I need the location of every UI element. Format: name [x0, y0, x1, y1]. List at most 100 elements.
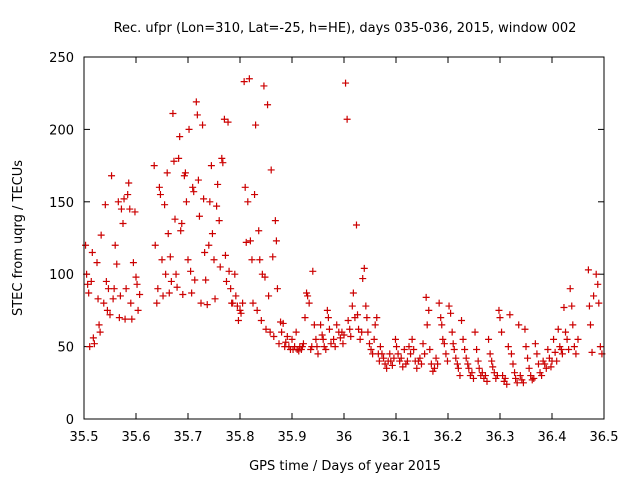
data-point	[449, 340, 457, 348]
data-point	[272, 237, 280, 245]
data-point	[373, 314, 381, 322]
data-point	[507, 350, 515, 358]
data-point	[419, 340, 427, 348]
x-tick-label: 36.1	[382, 430, 411, 445]
data-point	[362, 302, 370, 310]
data-point	[103, 306, 111, 314]
data-point	[162, 270, 170, 278]
data-point	[364, 328, 372, 336]
data-point	[547, 363, 555, 371]
data-point	[390, 354, 398, 362]
data-point	[437, 314, 445, 322]
data-point	[213, 202, 221, 210]
data-point	[394, 350, 402, 358]
data-point	[531, 340, 539, 348]
data-point	[319, 335, 327, 343]
data-point	[155, 183, 163, 191]
data-point	[189, 183, 197, 191]
data-point	[163, 169, 171, 177]
data-point	[171, 215, 179, 223]
data-point	[358, 328, 366, 336]
x-tick-label: 36.2	[434, 430, 463, 445]
data-point	[413, 364, 421, 372]
data-point	[237, 309, 245, 317]
data-point	[439, 335, 447, 343]
x-axis-label: GPS time / Days of year 2015	[249, 459, 441, 474]
data-point	[524, 354, 532, 362]
data-point	[512, 374, 520, 382]
x-tick-label: 36.5	[590, 430, 619, 445]
data-point	[325, 325, 333, 333]
data-point	[594, 280, 602, 288]
x-tick-label: 35.9	[278, 430, 307, 445]
axis-ticks: 35.5 35.6 35.7 35.8 35.9 36 36.1 36.2 36.3 36.4 36…	[49, 51, 618, 445]
data-point	[309, 267, 317, 275]
data-point	[403, 357, 411, 365]
data-point	[188, 289, 196, 297]
data-point	[299, 340, 307, 348]
data-point	[165, 289, 173, 297]
data-point	[216, 263, 224, 271]
data-point	[89, 334, 97, 342]
data-point	[264, 101, 272, 109]
data-point	[405, 343, 413, 351]
data-point	[194, 176, 202, 184]
y-tick-label: 50	[57, 341, 74, 356]
data-point	[227, 285, 235, 293]
data-point	[506, 311, 514, 319]
data-point	[84, 280, 92, 288]
data-point	[363, 314, 371, 322]
data-point	[94, 295, 102, 303]
data-point	[348, 302, 356, 310]
data-point	[432, 354, 440, 362]
data-point	[273, 285, 281, 293]
data-point	[136, 290, 144, 298]
data-point	[208, 230, 216, 238]
data-point	[185, 125, 193, 133]
data-point	[585, 302, 593, 310]
data-point	[525, 364, 533, 372]
data-point	[595, 299, 603, 307]
data-point	[590, 292, 598, 300]
data-point	[253, 306, 261, 314]
data-point	[356, 335, 364, 343]
data-point	[275, 340, 283, 348]
data-point	[156, 191, 164, 199]
data-point	[100, 299, 108, 307]
data-point	[453, 360, 461, 368]
data-point	[108, 172, 116, 180]
data-point	[282, 338, 290, 346]
data-point	[376, 343, 384, 351]
data-point	[131, 208, 139, 216]
data-point	[124, 191, 132, 199]
data-point	[292, 328, 300, 336]
x-tick-label: 35.7	[174, 430, 203, 445]
data-point	[312, 335, 320, 343]
x-tick-label: 36.3	[486, 430, 515, 445]
data-point	[498, 328, 506, 336]
data-point	[558, 350, 566, 358]
data-point	[206, 198, 214, 206]
data-point	[239, 299, 247, 307]
data-point	[501, 374, 509, 382]
data-point	[445, 302, 453, 310]
data-point	[330, 335, 338, 343]
data-point	[176, 133, 184, 141]
data-point	[471, 328, 479, 336]
data-point	[333, 321, 341, 329]
data-point	[397, 354, 405, 362]
data-point	[417, 360, 425, 368]
data-point	[503, 380, 511, 388]
data-point	[202, 276, 210, 284]
data-point	[211, 295, 219, 303]
data-point	[121, 315, 129, 323]
data-point	[488, 357, 496, 365]
data-point	[117, 205, 125, 213]
data-point	[359, 275, 367, 283]
data-point	[530, 374, 538, 382]
data-point	[181, 169, 189, 177]
data-point	[111, 241, 119, 249]
data-point	[178, 220, 186, 228]
data-point	[533, 350, 541, 358]
data-point	[129, 259, 137, 267]
